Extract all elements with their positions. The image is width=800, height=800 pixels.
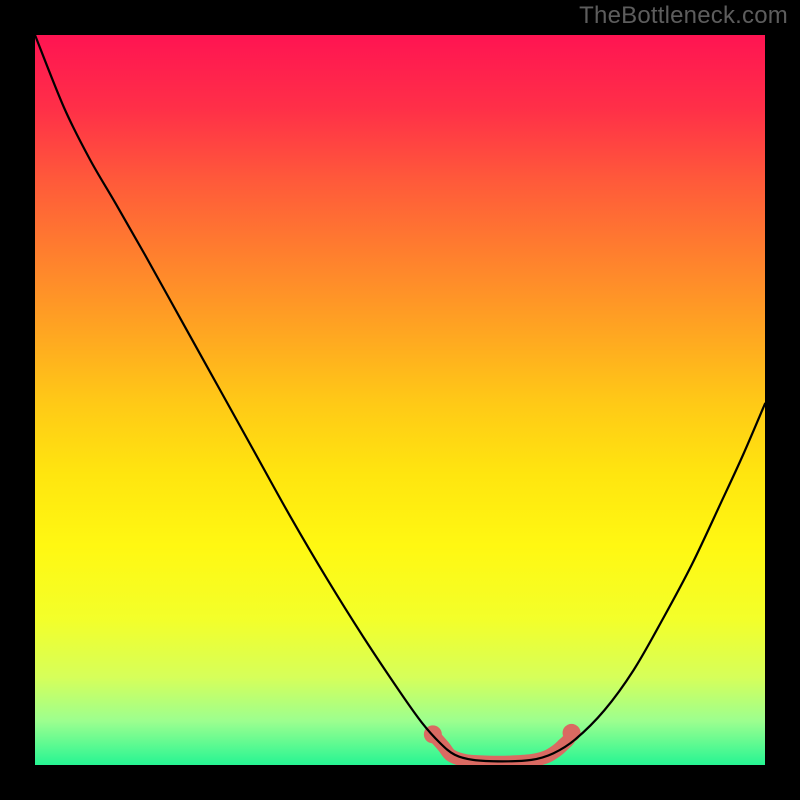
- plot-area: [35, 35, 765, 765]
- highlight-segment: [433, 733, 572, 762]
- bottleneck-curve: [35, 35, 765, 761]
- highlight-dots: [424, 724, 581, 743]
- curve-layer: [35, 35, 765, 765]
- chart-frame: TheBottleneck.com: [0, 0, 800, 800]
- watermark-text: TheBottleneck.com: [579, 2, 788, 30]
